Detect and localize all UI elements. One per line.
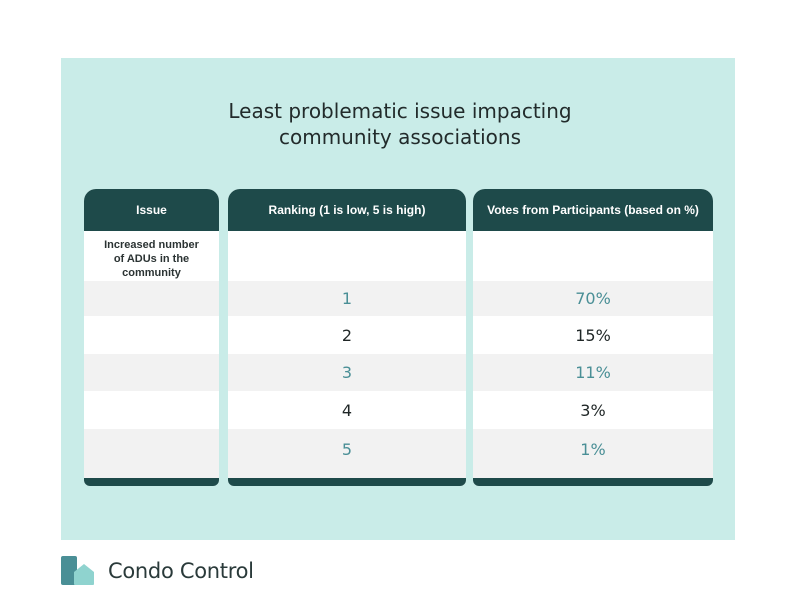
brand-name: Condo Control bbox=[108, 559, 254, 583]
votes-cell-3: 11% bbox=[473, 354, 713, 391]
issue-line-1: Increased number bbox=[104, 239, 199, 251]
condo-control-logo-icon bbox=[61, 556, 94, 585]
issue-row-1 bbox=[84, 281, 219, 316]
issue-column: Issue Increased number of ADUs in the co… bbox=[84, 189, 219, 486]
issue-line-3: community bbox=[122, 267, 181, 279]
votes-column-header: Votes from Participants (based on %) bbox=[473, 189, 713, 231]
issue-line-2: of ADUs in the bbox=[113, 253, 190, 265]
issue-cell: Increased number of ADUs in the communit… bbox=[84, 238, 219, 280]
ranking-cell-1: 1 bbox=[228, 281, 466, 316]
ranking-cell-5: 5 bbox=[228, 429, 466, 478]
ranking-column-header: Ranking (1 is low, 5 is high) bbox=[228, 189, 466, 231]
votes-cell-4: 3% bbox=[580, 400, 606, 420]
ranking-column-footer bbox=[228, 478, 466, 486]
issue-column-header: Issue bbox=[84, 189, 219, 231]
issue-column-footer bbox=[84, 478, 219, 486]
issue-row-3 bbox=[84, 354, 219, 391]
ranking-cell-4: 4 bbox=[341, 400, 353, 420]
issue-row-5 bbox=[84, 429, 219, 478]
ranking-cell-2: 2 bbox=[341, 325, 353, 345]
infographic-title: Least problematic issue impacting commun… bbox=[0, 98, 800, 150]
votes-column-footer bbox=[473, 478, 713, 486]
votes-cell-5: 1% bbox=[473, 429, 713, 478]
ranking-column: Ranking (1 is low, 5 is high) 1 2 3 4 5 bbox=[228, 189, 466, 486]
votes-cell-2: 15% bbox=[575, 325, 611, 345]
title-line-1: Least problematic issue impacting bbox=[228, 99, 572, 123]
votes-cell-1: 70% bbox=[473, 281, 713, 316]
ranking-cell-3: 3 bbox=[228, 354, 466, 391]
title-line-2: community associations bbox=[278, 125, 521, 149]
votes-column: Votes from Participants (based on %) 70%… bbox=[473, 189, 713, 486]
